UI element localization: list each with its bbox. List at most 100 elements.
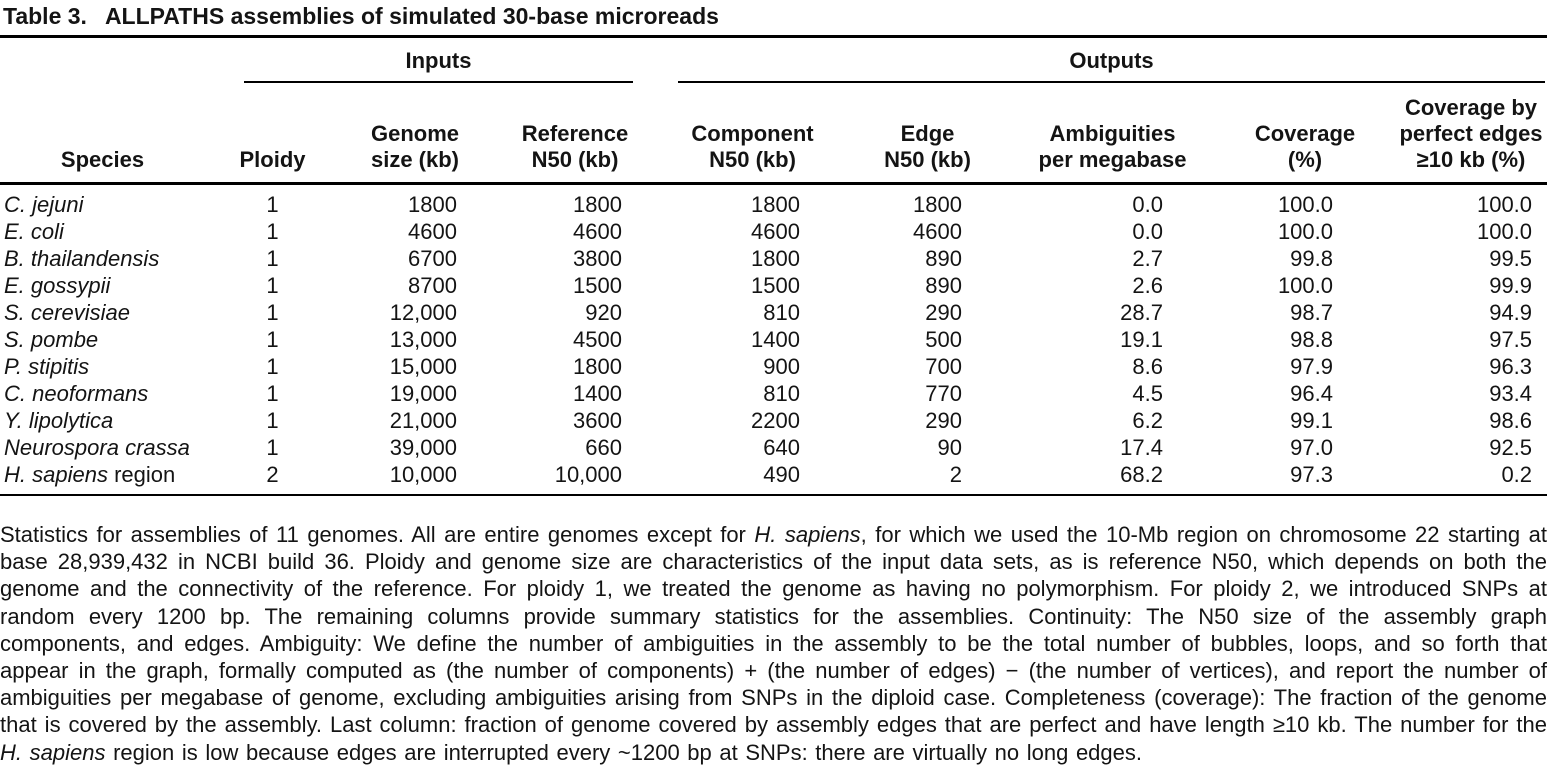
table-row: C. jejuni 1 1800 1800 1800 1800 0.0 100.0 100.0 <box>0 184 1547 219</box>
value-cell: 1 <box>266 191 279 217</box>
value-cell: 100.0 <box>1277 218 1333 244</box>
value-cell: 8.6 <box>1132 353 1163 379</box>
table-row: E. coli 1 4600 4600 4600 4600 0.0 100.0 100.0 <box>0 218 1547 245</box>
value-cell: 94.9 <box>1489 299 1533 325</box>
inputs-group-label: Inputs <box>405 48 472 73</box>
value-cell: 640 <box>763 434 800 460</box>
value-cell: 1500 <box>573 272 622 298</box>
value-cell: 1 <box>266 434 279 460</box>
table-row: Y. lipolytica 1 21,000 3600 2200 290 6.2 99.1 98… <box>0 407 1547 434</box>
value-cell: 28.7 <box>1120 299 1163 325</box>
value-cell: 10,000 <box>490 461 660 496</box>
value-cell: 98.8 <box>1290 326 1333 352</box>
value-cell: 93.4 <box>1489 380 1533 406</box>
species-cell: C. neoformans <box>4 380 149 406</box>
table-row: S. cerevisiae 1 12,000 920 810 290 28.7 98.7 94.… <box>0 299 1547 326</box>
value-cell: 100.0 <box>1476 191 1533 217</box>
value-cell: 290 <box>925 407 962 433</box>
species-cell: B. thailandensis <box>4 245 160 271</box>
footnote-text-segment: Statistics for assemblies of 11 genomes.… <box>0 522 755 547</box>
value-cell: 3800 <box>573 245 622 271</box>
table-caption: Table 3. ALLPATHS assemblies of simulated… <box>0 0 1547 35</box>
table-body: C. jejuni 1 1800 1800 1800 1800 0.0 100.0 100.0 E… <box>0 184 1547 496</box>
value-cell: 4600 <box>573 218 622 244</box>
column-header-8: Coverage by perfect edges ≥10 kb (%) <box>1395 83 1547 185</box>
column-header-4: Component N50 (kb) <box>660 83 845 185</box>
value-cell: 890 <box>925 245 962 271</box>
value-cell: 0.2 <box>1395 461 1547 496</box>
column-header-2: Genome size (kb) <box>340 83 490 185</box>
value-cell: 98.7 <box>1290 299 1333 325</box>
species-cell: S. cerevisiae <box>4 299 130 325</box>
species-cell: E. gossypii <box>4 272 111 298</box>
value-cell: 68.2 <box>1010 461 1215 496</box>
value-cell: 19,000 <box>389 380 457 406</box>
value-cell: 100.0 <box>1277 272 1333 298</box>
species-cell: Y. lipolytica <box>4 407 114 433</box>
value-cell: 100.0 <box>1277 191 1333 217</box>
value-cell: 2 <box>845 461 1010 496</box>
value-cell: 810 <box>763 299 800 325</box>
value-cell: 1800 <box>751 191 800 217</box>
value-cell: 3600 <box>573 407 622 433</box>
value-cell: 99.8 <box>1290 245 1333 271</box>
column-header-1: Ploidy <box>205 83 340 185</box>
value-cell: 13,000 <box>389 326 457 352</box>
value-cell: 97.9 <box>1290 353 1333 379</box>
value-cell: 21,000 <box>389 407 457 433</box>
column-header-5: Edge N50 (kb) <box>845 83 1010 185</box>
table-row: S. pombe 1 13,000 4500 1400 500 19.1 98.8 97.5 <box>0 326 1547 353</box>
footnote-species-name: H. sapiens <box>0 739 106 765</box>
value-cell: 90 <box>937 434 962 460</box>
value-cell: 8700 <box>408 272 457 298</box>
value-cell: 810 <box>763 380 800 406</box>
value-cell: 12,000 <box>389 299 457 325</box>
value-cell: 770 <box>925 380 962 406</box>
value-cell: 290 <box>925 299 962 325</box>
species-cell: S. pombe <box>4 326 99 352</box>
inputs-group-rule: Inputs <box>244 48 633 83</box>
value-cell: 1400 <box>751 326 800 352</box>
assemblies-table: Inputs Outputs Species Ploidy Genome size … <box>0 38 1547 496</box>
value-cell: 1800 <box>573 191 622 217</box>
outputs-group-label: Outputs <box>1069 48 1154 73</box>
value-cell: 1800 <box>408 191 457 217</box>
group-header-spacer <box>0 38 205 83</box>
column-header-row: Species Ploidy Genome size (kb) Reference N… <box>0 83 1547 185</box>
table-row: H. sapiens region 2 10,000 10,000 490 2 68.2 97… <box>0 461 1547 496</box>
inputs-group-header: Inputs <box>205 38 660 83</box>
value-cell: 1 <box>266 353 279 379</box>
value-cell: 920 <box>585 299 622 325</box>
value-cell: 4600 <box>913 218 962 244</box>
column-header-0: Species <box>0 83 205 185</box>
value-cell: 900 <box>763 353 800 379</box>
value-cell: 19.1 <box>1120 326 1163 352</box>
value-cell: 1 <box>266 380 279 406</box>
value-cell: 2200 <box>751 407 800 433</box>
value-cell: 97.3 <box>1215 461 1395 496</box>
value-cell: 96.4 <box>1290 380 1333 406</box>
value-cell: 1500 <box>751 272 800 298</box>
table-row: E. gossypii 1 8700 1500 1500 890 2.6 100.0 99.9 <box>0 272 1547 299</box>
table-row: B. thailandensis 1 6700 3800 1800 890 2.7 99.8 9… <box>0 245 1547 272</box>
table-row: C. neoformans 1 19,000 1400 810 770 4.5 96.4 93.… <box>0 380 1547 407</box>
species-cell: C. jejuni <box>4 191 84 217</box>
species-cell: E. coli <box>4 218 64 244</box>
value-cell: 2.6 <box>1132 272 1163 298</box>
column-header-6: Ambiguities per megabase <box>1010 83 1215 185</box>
value-cell: 39,000 <box>389 434 457 460</box>
value-cell: 1800 <box>751 245 800 271</box>
value-cell: 99.5 <box>1489 245 1533 271</box>
table-row: Neurospora crassa 1 39,000 660 640 90 17.4 97.0… <box>0 434 1547 461</box>
value-cell: 4.5 <box>1132 380 1163 406</box>
column-header-3: Reference N50 (kb) <box>490 83 660 185</box>
group-header-row: Inputs Outputs <box>0 38 1547 83</box>
value-cell: 1 <box>266 407 279 433</box>
value-cell: 99.9 <box>1489 272 1533 298</box>
value-cell: 97.5 <box>1489 326 1533 352</box>
species-cell: Neurospora crassa <box>4 434 190 460</box>
value-cell: 0.0 <box>1132 218 1163 244</box>
species-cell: P. stipitis <box>4 353 90 379</box>
value-cell: 6700 <box>408 245 457 271</box>
